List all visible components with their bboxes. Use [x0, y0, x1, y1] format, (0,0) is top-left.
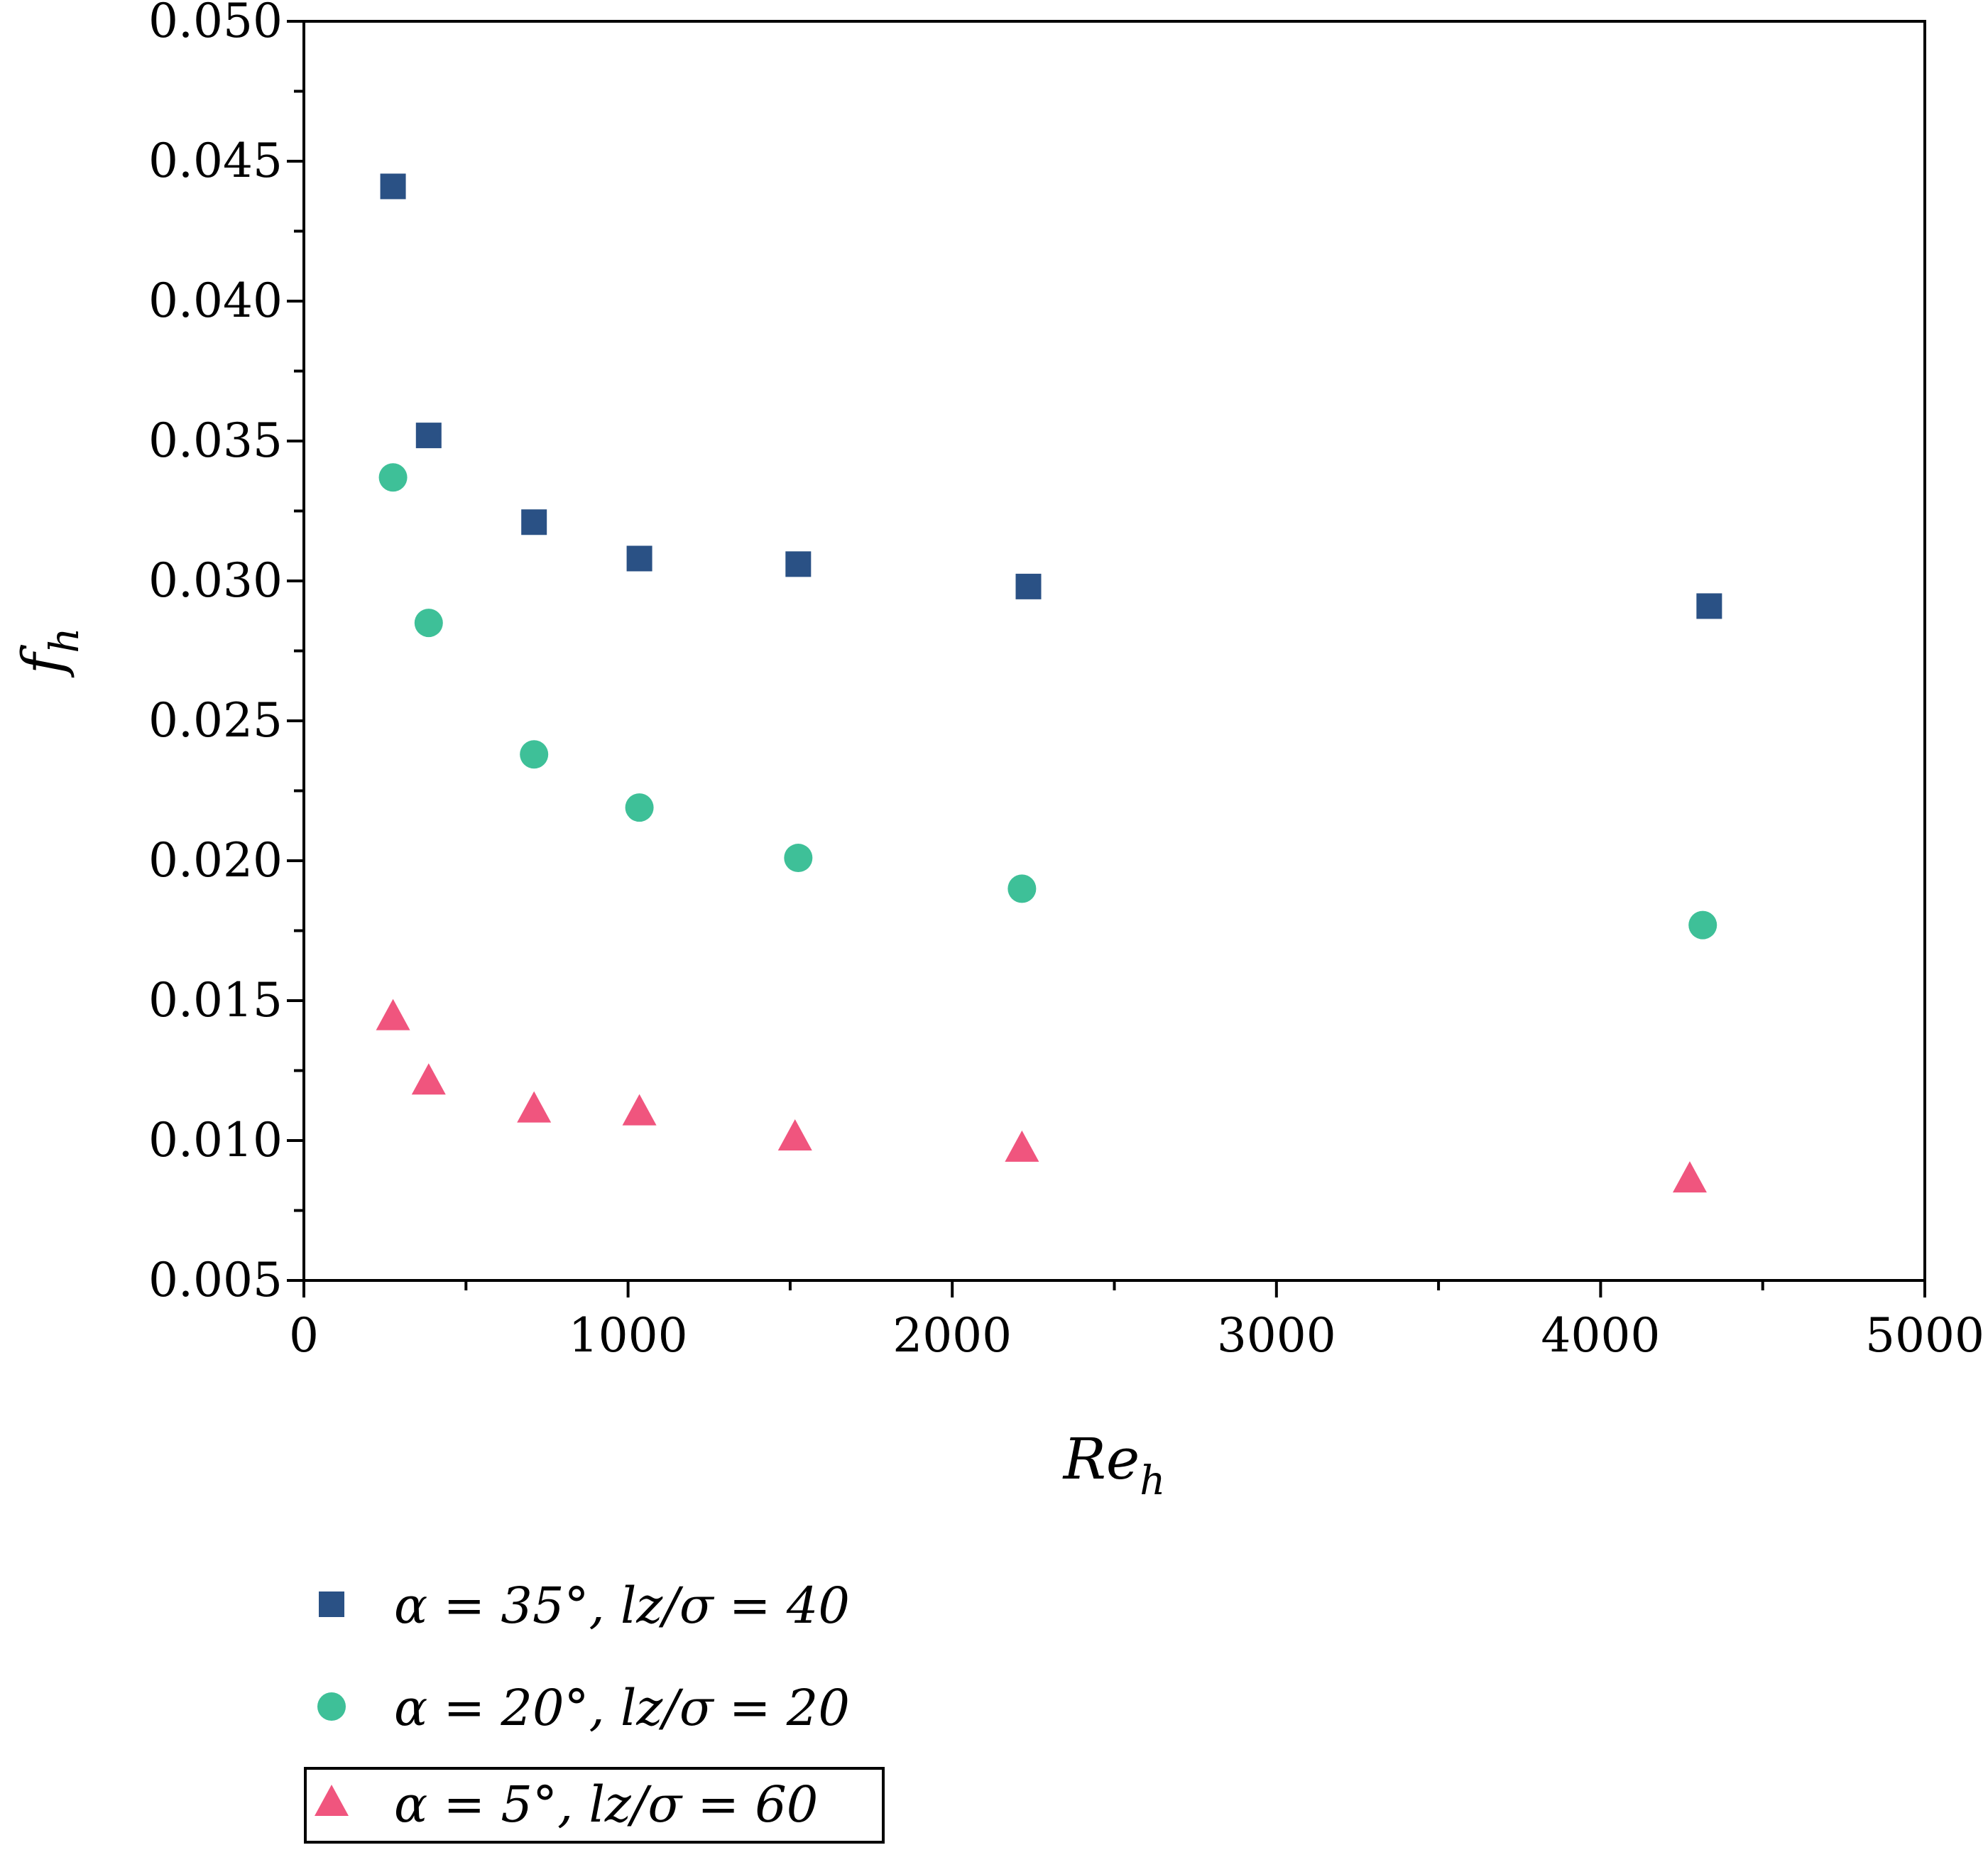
- x-tick-label: 4000: [1541, 1308, 1660, 1363]
- data-point-triangle: [622, 1094, 657, 1126]
- series-square: [380, 173, 1722, 619]
- data-point-square: [380, 173, 406, 200]
- data-point-circle: [784, 844, 813, 873]
- data-point-square: [785, 551, 812, 577]
- data-point-circle: [414, 609, 443, 638]
- legend-label: α = 35°, lz/σ = 40: [394, 1577, 850, 1635]
- y-tick-label: 0.005: [148, 1253, 283, 1307]
- data-point-triangle: [1672, 1161, 1707, 1193]
- x-tick-label: 0: [289, 1308, 319, 1363]
- data-point-square: [626, 545, 652, 572]
- y-tick-label: 0.010: [148, 1113, 283, 1168]
- y-tick-label: 0.040: [148, 273, 283, 328]
- data-point-circle: [1007, 874, 1037, 903]
- data-point-triangle: [1005, 1130, 1039, 1162]
- data-point-circle: [378, 463, 408, 492]
- legend-entry: α = 20°, lz/σ = 20: [317, 1679, 850, 1737]
- data-point-triangle: [376, 999, 410, 1030]
- legend-entry: α = 5°, lz/σ = 60: [315, 1775, 818, 1834]
- x-tick-label: 1000: [569, 1308, 688, 1363]
- y-tick-label: 0.030: [148, 553, 283, 608]
- y-axis-title-subscript: h: [42, 628, 88, 653]
- data-point-triangle: [517, 1091, 552, 1123]
- x-axis-title-main: Re: [1062, 1426, 1140, 1492]
- series-triangle: [376, 999, 1707, 1193]
- y-tick-label: 0.050: [148, 0, 283, 48]
- data-point-triangle: [777, 1119, 812, 1151]
- legend-highlight-box: [304, 1767, 885, 1844]
- data-point-circle: [625, 793, 654, 822]
- x-axis-title-subscript: h: [1140, 1458, 1165, 1504]
- legend-marker-triangle: [315, 1785, 349, 1816]
- x-tick-label: 2000: [892, 1308, 1012, 1363]
- legend-marker-square: [319, 1591, 344, 1617]
- legend-label: α = 5°, lz/σ = 60: [394, 1775, 818, 1834]
- legend-label: α = 20°, lz/σ = 20: [394, 1679, 850, 1737]
- y-tick-label: 0.035: [148, 413, 283, 468]
- y-tick-label: 0.025: [148, 693, 283, 748]
- x-axis-title: Reh: [1062, 1426, 1166, 1504]
- data-point-triangle: [411, 1063, 446, 1095]
- legend-entry: α = 35°, lz/σ = 40: [319, 1577, 850, 1635]
- data-point-circle: [1688, 910, 1717, 940]
- data-point-square: [1015, 573, 1042, 599]
- y-tick-label: 0.045: [148, 134, 283, 188]
- series-circle: [378, 463, 1717, 940]
- data-point-square: [1696, 593, 1722, 619]
- x-tick-label: 5000: [1865, 1308, 1984, 1363]
- data-point-circle: [520, 740, 549, 769]
- data-point-square: [521, 509, 547, 535]
- plot-frame: [302, 20, 1926, 1282]
- x-tick-label: 3000: [1217, 1308, 1336, 1363]
- y-tick-label: 0.020: [148, 833, 283, 888]
- data-point-square: [415, 423, 442, 449]
- legend-marker-circle: [317, 1692, 346, 1721]
- y-tick-label: 0.015: [148, 973, 283, 1028]
- y-axis-title: fh: [10, 628, 88, 678]
